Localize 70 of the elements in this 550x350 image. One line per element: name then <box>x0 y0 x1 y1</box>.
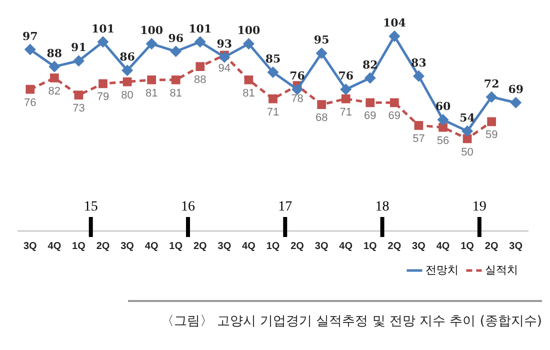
x-tick-label: 3Q <box>120 240 134 252</box>
data-label: 69 <box>388 110 401 122</box>
data-label: 50 <box>461 146 474 158</box>
data-label: 54 <box>460 111 476 124</box>
data-label: 82 <box>48 86 61 98</box>
x-tick-label: 2Q <box>193 240 208 252</box>
data-label: 100 <box>140 24 164 38</box>
x-tick-label: 4Q <box>144 240 158 252</box>
data-label: 73 <box>72 102 85 115</box>
x-tick-label: 4Q <box>242 240 256 252</box>
x-tick-label: 1Q <box>169 240 183 252</box>
data-label: 56 <box>436 134 450 147</box>
data-label: 76 <box>290 70 306 83</box>
text: 17 <box>278 200 292 215</box>
data-label: 79 <box>96 91 110 104</box>
x-tick-label: 1Q <box>363 240 378 252</box>
data-label: 93 <box>216 37 232 50</box>
data-label: 83 <box>411 56 426 70</box>
x-tick-label: 1Q <box>266 240 280 252</box>
data-label: 95 <box>314 34 330 47</box>
data-label: 69 <box>364 110 376 122</box>
x-tick-label: 2Q <box>388 240 402 252</box>
x-tick-label: 2Q <box>290 240 304 252</box>
x-tick-label: 4Q <box>436 240 450 252</box>
data-label: 85 <box>265 52 281 66</box>
x-tick-label: 4Q <box>339 240 353 252</box>
x-tick-label: 1Q <box>460 240 474 252</box>
data-label: 100 <box>237 24 261 38</box>
data-label: 71 <box>340 106 352 118</box>
data-label: 86 <box>120 50 136 64</box>
x-tick-label: 1Q <box>72 240 86 252</box>
data-label: 57 <box>412 132 425 145</box>
text: 19 <box>472 200 486 215</box>
x-tick-label: 3Q <box>314 240 328 252</box>
data-label: 104 <box>382 16 406 30</box>
x-tick-label: 2Q <box>96 240 110 252</box>
text: 15 <box>84 200 98 215</box>
data-label: 68 <box>315 112 328 124</box>
data-label: 101 <box>92 22 114 36</box>
x-tick-label: 2Q <box>484 240 498 252</box>
text: 18 <box>375 200 390 215</box>
data-label: 101 <box>188 22 212 36</box>
data-label: 80 <box>121 89 134 102</box>
legend-label: 전망치 <box>426 264 458 277</box>
text: 16 <box>181 200 195 215</box>
data-label: 69 <box>508 83 524 96</box>
x-tick-label: 3Q <box>412 240 426 252</box>
data-label: 60 <box>435 100 451 114</box>
data-label: 81 <box>145 87 158 100</box>
data-label: 71 <box>266 106 280 118</box>
data-label: 59 <box>485 129 498 142</box>
data-label: 82 <box>362 58 378 72</box>
x-tick-label: 3Q <box>23 240 38 252</box>
data-label: 96 <box>168 32 184 45</box>
data-label: 91 <box>71 41 86 54</box>
data-label: 78 <box>291 93 304 106</box>
x-tick-label: 4Q <box>48 240 62 252</box>
data-label: 76 <box>338 70 354 83</box>
data-label: 72 <box>484 77 500 90</box>
x-tick-label: 3Q <box>218 240 232 252</box>
data-label: 88 <box>194 74 206 86</box>
text: 〈그림〉 고양시 기업경기 실적추정 및 전망 지수 추이 (종합지수) <box>128 300 542 330</box>
data-label: 97 <box>22 30 38 43</box>
data-label: 81 <box>242 87 255 100</box>
data-label: 94 <box>218 62 231 75</box>
legend-label: 실적치 <box>485 264 518 277</box>
data-label: 81 <box>170 87 182 100</box>
data-label: 76 <box>24 96 36 109</box>
x-tick-label: 3Q <box>509 240 523 252</box>
data-label: 88 <box>46 46 62 60</box>
